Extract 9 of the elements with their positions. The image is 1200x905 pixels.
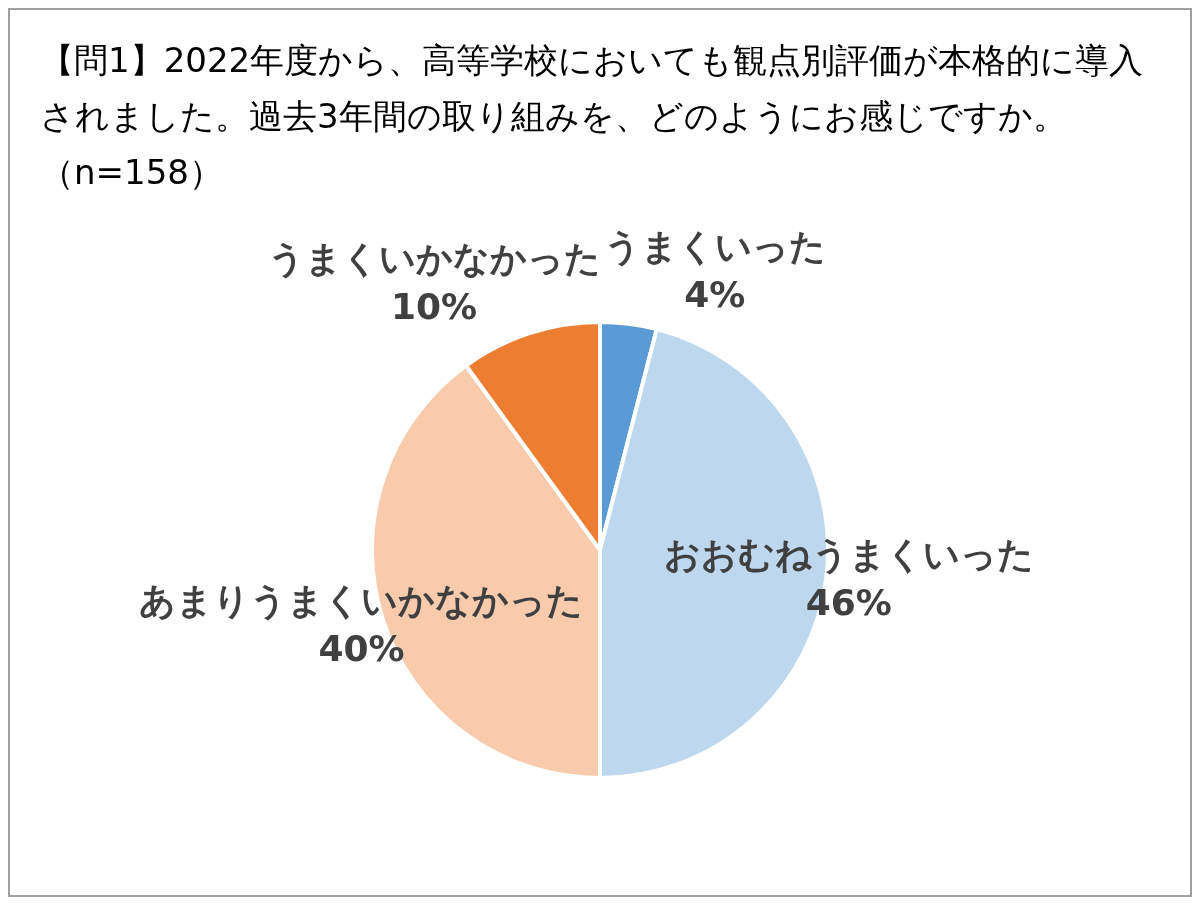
data-label: 40% — [318, 627, 405, 669]
data-label: 46% — [805, 581, 892, 623]
slice-label: うまくいった — [603, 226, 826, 268]
slice-label: うまくいかなかった — [267, 237, 601, 279]
chart-title: 【問1】2022年度から、高等学校においても観点別評価が本格的に導入されました。過去3年間の取り組みを、どのようにお感じですか。（n=158） — [40, 39, 1145, 194]
slice-label: あまりうまくいかなかった — [139, 579, 584, 621]
slice-label: おおむねうまくいった — [663, 533, 1034, 575]
data-label: 10% — [390, 285, 478, 327]
data-label: 4% — [684, 274, 746, 316]
